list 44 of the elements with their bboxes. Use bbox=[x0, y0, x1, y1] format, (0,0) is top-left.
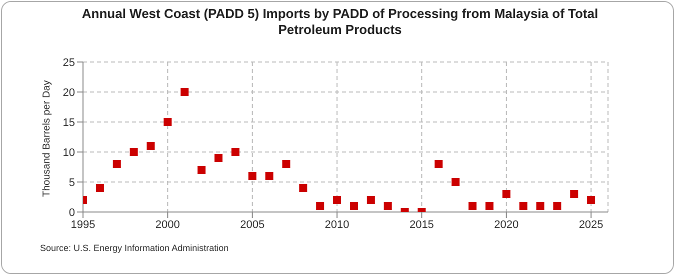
x-tick-label: 2000 bbox=[155, 218, 180, 231]
y-tick-label: 5 bbox=[68, 176, 75, 189]
point bbox=[214, 154, 222, 162]
point bbox=[587, 196, 596, 204]
point bbox=[553, 202, 562, 210]
x-tick-label: 2010 bbox=[324, 218, 350, 231]
point bbox=[536, 202, 544, 210]
point bbox=[231, 148, 240, 156]
point bbox=[299, 184, 308, 192]
x-tick-label: 2025 bbox=[578, 218, 604, 231]
point bbox=[570, 190, 578, 198]
point bbox=[96, 184, 104, 192]
y-tick-label: 25 bbox=[62, 56, 75, 69]
point bbox=[248, 172, 256, 180]
point bbox=[333, 196, 342, 204]
point bbox=[198, 166, 206, 174]
x-tick-label: 1995 bbox=[70, 218, 96, 231]
point bbox=[130, 148, 138, 156]
point bbox=[502, 190, 510, 198]
y-axis-title: Thousand Barrels per Day bbox=[42, 80, 53, 197]
y-tick-label: 15 bbox=[62, 116, 75, 129]
point bbox=[112, 160, 121, 168]
y-tick-label: 20 bbox=[62, 86, 75, 99]
point bbox=[265, 172, 274, 180]
point bbox=[384, 202, 392, 210]
point bbox=[519, 202, 528, 210]
point bbox=[452, 178, 460, 186]
point bbox=[350, 202, 358, 210]
point bbox=[282, 160, 290, 168]
y-tick-label: 10 bbox=[62, 146, 75, 159]
point bbox=[146, 142, 155, 150]
point bbox=[434, 160, 443, 168]
point bbox=[468, 202, 477, 210]
point bbox=[316, 202, 324, 210]
point bbox=[164, 118, 172, 126]
point bbox=[485, 202, 494, 210]
y-tick-label: 0 bbox=[68, 206, 75, 219]
chart-title: Annual West Coast (PADD 5) Imports by PADD of Processing from Malaysia of Total Petroleum Products bbox=[80, 6, 600, 38]
source-note: Source: U.S. Energy Information Administration bbox=[40, 243, 229, 253]
point bbox=[180, 88, 189, 96]
x-tick-label: 2020 bbox=[494, 218, 519, 231]
x-tick-label: 2015 bbox=[409, 218, 434, 231]
point bbox=[366, 196, 375, 204]
x-tick-label: 2005 bbox=[240, 218, 265, 231]
